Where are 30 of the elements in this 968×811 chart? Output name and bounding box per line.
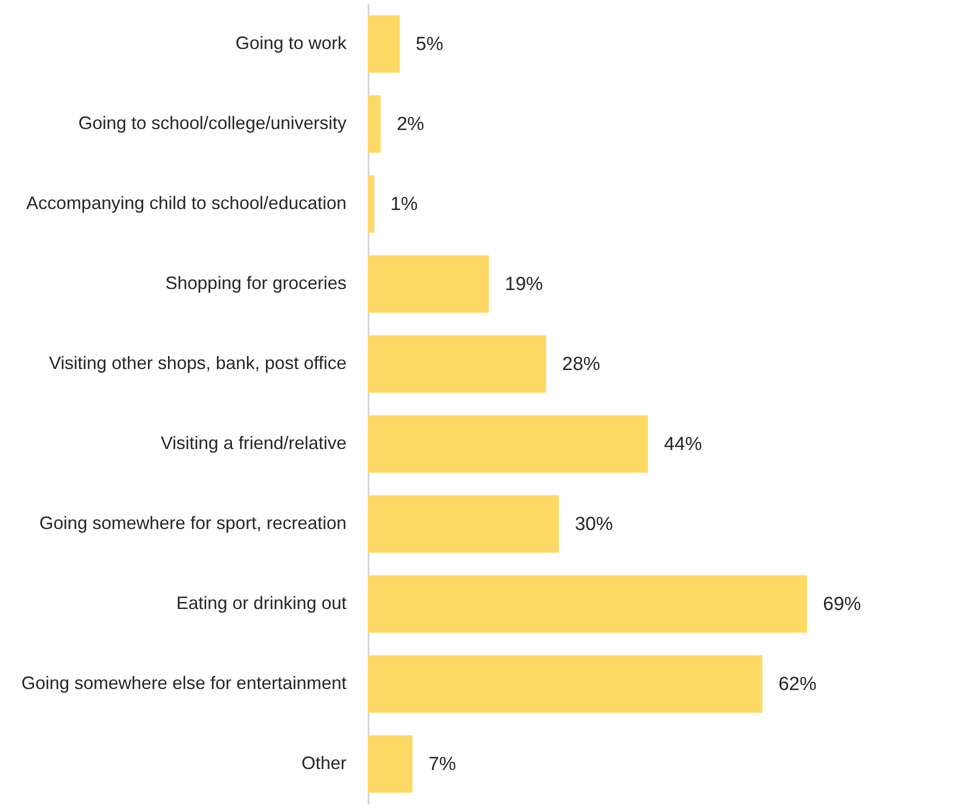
bar [368, 95, 381, 153]
y-tick-label: Going somewhere else for entertainment [21, 673, 346, 693]
data-label: 44% [664, 434, 702, 455]
data-label: 30% [574, 514, 614, 535]
data-label: 1% [390, 194, 418, 215]
bar [368, 255, 489, 313]
data-label: 19% [504, 274, 544, 295]
bar [368, 735, 413, 793]
y-tick-label: Eating or drinking out [176, 593, 346, 613]
y-tick-label: Going to work [235, 33, 348, 53]
bar [368, 335, 546, 393]
y-tick-label: Accompanying child to school/education [26, 193, 346, 213]
y-tick-label: Shopping for groceries [165, 273, 346, 293]
y-tick-label: Going to school/college/university [78, 113, 346, 133]
y-tick-label: Going somewhere for sport, recreation [39, 513, 346, 533]
bar [368, 15, 400, 73]
bar [368, 415, 648, 473]
data-label: 5% [416, 34, 444, 55]
data-label: 2% [396, 114, 424, 135]
bar [368, 175, 374, 233]
data-label: 69% [823, 594, 862, 615]
bar [368, 495, 559, 553]
data-label: 62% [778, 674, 817, 695]
y-tick-label: Other [301, 753, 346, 773]
data-label: 7% [428, 754, 456, 775]
y-tick-label: Visiting other shops, bank, post office [48, 353, 346, 373]
bar [368, 655, 762, 713]
bar [368, 575, 807, 633]
y-tick-label: Visiting a friend/relative [160, 433, 346, 453]
data-label: 28% [562, 354, 600, 375]
